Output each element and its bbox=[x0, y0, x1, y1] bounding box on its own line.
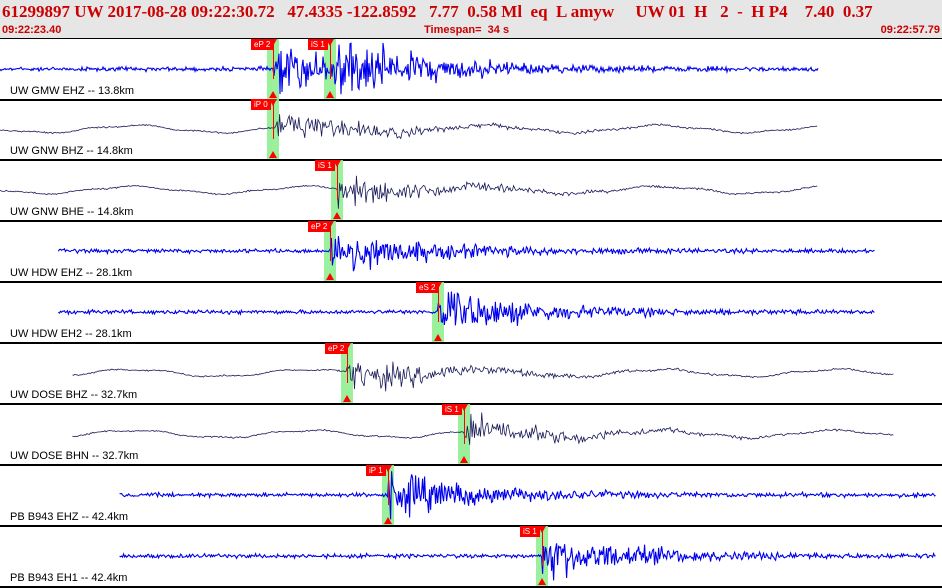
waveform-trace bbox=[57, 236, 875, 272]
waveform-trace bbox=[0, 114, 818, 140]
trace-panel[interactable]: iS 1 PB B943 EH1 -- 42.4km bbox=[0, 526, 942, 588]
waveform-trace bbox=[119, 543, 936, 581]
pick-tag[interactable]: iS 1 bbox=[308, 39, 328, 50]
waveform bbox=[58, 291, 875, 326]
pick-tag[interactable]: iS 1 bbox=[315, 160, 335, 171]
waveform bbox=[119, 543, 936, 581]
pick-line[interactable] bbox=[464, 404, 465, 444]
waveform-trace bbox=[0, 42, 819, 95]
waveform bbox=[57, 236, 875, 272]
pick-tag[interactable]: iS 1 bbox=[520, 526, 540, 537]
pick-arrow-down-icon bbox=[326, 221, 334, 228]
waveform-trace bbox=[119, 471, 936, 520]
pick-tag[interactable]: iP 1 bbox=[366, 465, 386, 476]
waveform-trace bbox=[72, 412, 894, 445]
pick-line[interactable] bbox=[542, 526, 543, 566]
pick-arrow-up-icon bbox=[460, 456, 468, 463]
pick-arrow-up-icon bbox=[538, 578, 546, 585]
pick-arrow-up-icon bbox=[326, 273, 334, 280]
waveform bbox=[0, 175, 818, 209]
timespan: Timespan= 34 s bbox=[424, 24, 510, 36]
pick-arrow-up-icon bbox=[269, 151, 277, 158]
trace-panel[interactable]: iS 1 UW DOSE BHN -- 32.7km bbox=[0, 404, 942, 466]
pick-arrow-down-icon bbox=[434, 282, 442, 289]
trace-panel[interactable]: eP 2 UW DOSE BHZ -- 32.7km bbox=[0, 343, 942, 405]
pick-tag[interactable]: eS 2 bbox=[416, 282, 439, 293]
pick-arrow-down-icon bbox=[384, 465, 392, 472]
pick-line[interactable] bbox=[347, 343, 348, 383]
pick-arrow-down-icon bbox=[538, 526, 546, 533]
event-summary: 61299897 UW 2017-08-28 09:22:30.72 47.43… bbox=[2, 2, 873, 21]
pick-arrow-down-icon bbox=[460, 404, 468, 411]
trace-panel[interactable]: iS 1 UW GNW BHE -- 14.8km bbox=[0, 160, 942, 222]
trace-panel[interactable]: eS 2 UW HDW EH2 -- 28.1km bbox=[0, 282, 942, 344]
waveform-trace bbox=[72, 361, 894, 392]
pick-tag[interactable]: iS 1 bbox=[442, 404, 462, 415]
waveform-trace bbox=[58, 291, 875, 326]
pick-tag[interactable]: iP 0 bbox=[251, 99, 271, 110]
waveform bbox=[72, 361, 894, 392]
start-time: 09:22:23.40 bbox=[2, 24, 62, 36]
pick-arrow-up-icon bbox=[333, 212, 341, 219]
trace-label: PB B943 EHZ -- 42.4km bbox=[10, 511, 128, 523]
pick-line[interactable] bbox=[273, 39, 274, 79]
pick-arrow-down-icon bbox=[343, 343, 351, 350]
trace-label: PB B943 EH1 -- 42.4km bbox=[10, 572, 128, 584]
waveform bbox=[0, 42, 819, 95]
waveform bbox=[119, 471, 936, 520]
trace-label: UW GNW BHZ -- 14.8km bbox=[10, 145, 133, 157]
pick-line[interactable] bbox=[273, 99, 274, 139]
pick-line[interactable] bbox=[438, 282, 439, 322]
pick-line[interactable] bbox=[330, 39, 331, 79]
waveform bbox=[72, 412, 894, 445]
pick-arrow-up-icon bbox=[326, 91, 334, 98]
pick-arrow-down-icon bbox=[269, 99, 277, 106]
trace-label: UW HDW EH2 -- 28.1km bbox=[10, 328, 132, 340]
pick-arrow-down-icon bbox=[326, 39, 334, 46]
trace-label: UW DOSE BHN -- 32.7km bbox=[10, 450, 139, 462]
event-header: 61299897 UW 2017-08-28 09:22:30.72 47.43… bbox=[0, 0, 942, 38]
trace-label: UW GMW EHZ -- 13.8km bbox=[10, 85, 135, 97]
pick-line[interactable] bbox=[330, 221, 331, 261]
pick-arrow-up-icon bbox=[343, 395, 351, 402]
pick-arrow-down-icon bbox=[333, 160, 341, 167]
end-time: 09:22:57.79 bbox=[880, 24, 940, 36]
trace-panel[interactable]: iP 0 UW GNW BHZ -- 14.8km bbox=[0, 99, 942, 161]
trace-panel[interactable]: iP 1 PB B943 EHZ -- 42.4km bbox=[0, 465, 942, 527]
waveform-trace bbox=[0, 175, 818, 209]
pick-arrow-up-icon bbox=[434, 334, 442, 341]
trace-panel[interactable]: eP 2 UW HDW EHZ -- 28.1km bbox=[0, 221, 942, 283]
pick-arrow-down-icon bbox=[269, 39, 277, 46]
pick-tag[interactable]: eP 2 bbox=[251, 39, 274, 50]
trace-label: UW DOSE BHZ -- 32.7km bbox=[10, 389, 138, 401]
pick-tag[interactable]: eP 2 bbox=[308, 221, 331, 232]
pick-line[interactable] bbox=[388, 465, 389, 505]
trace-panel[interactable]: eP 2 iS 1 UW GMW EHZ -- 13.8km bbox=[0, 38, 942, 101]
pick-line[interactable] bbox=[337, 160, 338, 200]
trace-label: UW HDW EHZ -- 28.1km bbox=[10, 267, 133, 279]
waveform bbox=[0, 114, 818, 140]
trace-label: UW GNW BHE -- 14.8km bbox=[10, 206, 134, 218]
pick-arrow-up-icon bbox=[384, 517, 392, 524]
pick-tag[interactable]: eP 2 bbox=[325, 343, 348, 354]
pick-arrow-up-icon bbox=[269, 91, 277, 98]
